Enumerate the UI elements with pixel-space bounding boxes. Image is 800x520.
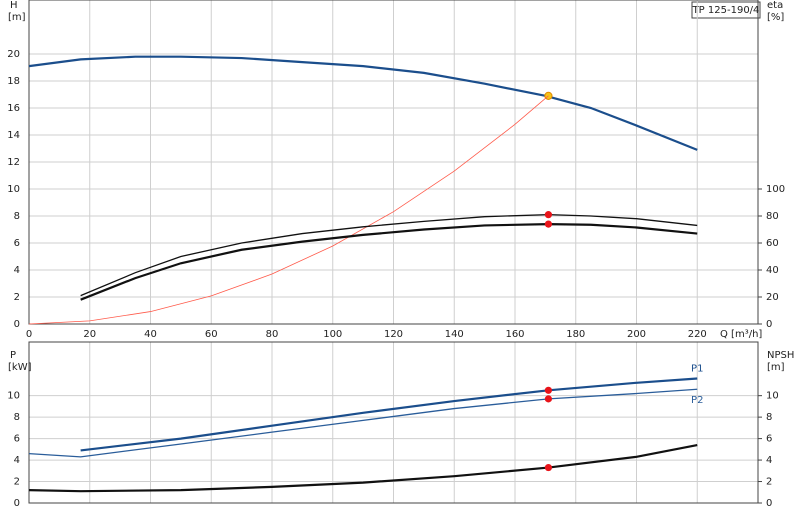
operating-point: [544, 386, 553, 394]
y2-tick-label: 0: [766, 319, 772, 330]
operating-point: [544, 395, 553, 403]
series-label: P1: [691, 363, 703, 374]
plot-frame: [28, 341, 759, 504]
x-tick-label: 180: [566, 329, 585, 340]
y-axis-unit: [kW]: [8, 362, 32, 373]
y-tick-label: 20: [7, 49, 20, 60]
operating-point: [544, 463, 553, 472]
y-tick-label: 6: [14, 434, 20, 445]
x-axis-label: Q [m³/h]: [720, 329, 762, 340]
y-tick-label: 16: [7, 103, 20, 114]
y-tick-label: 10: [7, 184, 20, 195]
y2-tick-label: 10: [766, 391, 779, 402]
x-tick-label: 40: [144, 329, 157, 340]
y2-tick-label: 40: [766, 265, 779, 276]
y2-tick-label: 20: [766, 292, 779, 303]
y2-tick-label: 4: [766, 455, 772, 466]
series-line: [80, 222, 698, 301]
y2-axis-unit: [%]: [767, 12, 784, 23]
y-tick-label: 14: [7, 130, 20, 141]
x-tick-label: 0: [26, 329, 32, 340]
plot-frame: [28, 0, 759, 325]
y2-tick-label: 80: [766, 211, 779, 222]
y2-axis-label: eta: [767, 0, 783, 11]
series-label: P2: [691, 395, 703, 406]
y2-tick-label: 2: [766, 477, 772, 488]
y-tick-label: 0: [14, 319, 20, 330]
y2-tick-label: 100: [766, 184, 785, 195]
y2-tick-label: 8: [766, 412, 772, 423]
x-tick-label: 60: [205, 329, 218, 340]
y-tick-label: 4: [14, 265, 20, 276]
series-line: [28, 95, 549, 325]
y-tick-label: 12: [7, 157, 20, 168]
y-tick-label: 4: [14, 455, 20, 466]
y-axis-label: H: [10, 0, 18, 11]
y2-tick-label: 6: [766, 434, 772, 445]
y-tick-label: 18: [7, 76, 20, 87]
y-tick-label: 6: [14, 238, 20, 249]
x-tick-label: 20: [83, 329, 96, 340]
series-line: [80, 377, 698, 452]
y-axis-label: P: [10, 350, 16, 361]
y-tick-label: 8: [14, 211, 20, 222]
model-label: TP 125-190/4: [692, 5, 760, 16]
series-line: [28, 443, 698, 493]
y-tick-label: 2: [14, 292, 20, 303]
operating-point: [544, 211, 553, 219]
y-tick-label: 2: [14, 477, 20, 488]
x-tick-label: 120: [384, 329, 403, 340]
y-tick-label: 8: [14, 412, 20, 423]
series-line: [28, 388, 698, 458]
operating-point: [544, 220, 553, 228]
y2-axis-label: NPSH: [767, 350, 794, 361]
y2-axis-unit: [m]: [767, 362, 785, 373]
x-tick-label: 200: [627, 329, 646, 340]
model-box: [691, 1, 761, 19]
series-line: [28, 55, 698, 151]
y2-tick-label: 60: [766, 238, 779, 249]
x-tick-label: 220: [688, 329, 707, 340]
y2-tick-label: 0: [766, 498, 772, 509]
x-tick-label: 80: [266, 329, 279, 340]
y-axis-unit: [m]: [8, 12, 26, 23]
y-tick-label: 0: [14, 498, 20, 509]
plot-layer: 0 20 40 60 80 100 120 140 160 180 200 2200246810121…: [7, 0, 794, 509]
x-tick-label: 160: [505, 329, 524, 340]
y-tick-label: 10: [7, 391, 20, 402]
x-tick-label: 140: [445, 329, 464, 340]
x-tick-label: 100: [323, 329, 342, 340]
series-line: [80, 213, 698, 297]
